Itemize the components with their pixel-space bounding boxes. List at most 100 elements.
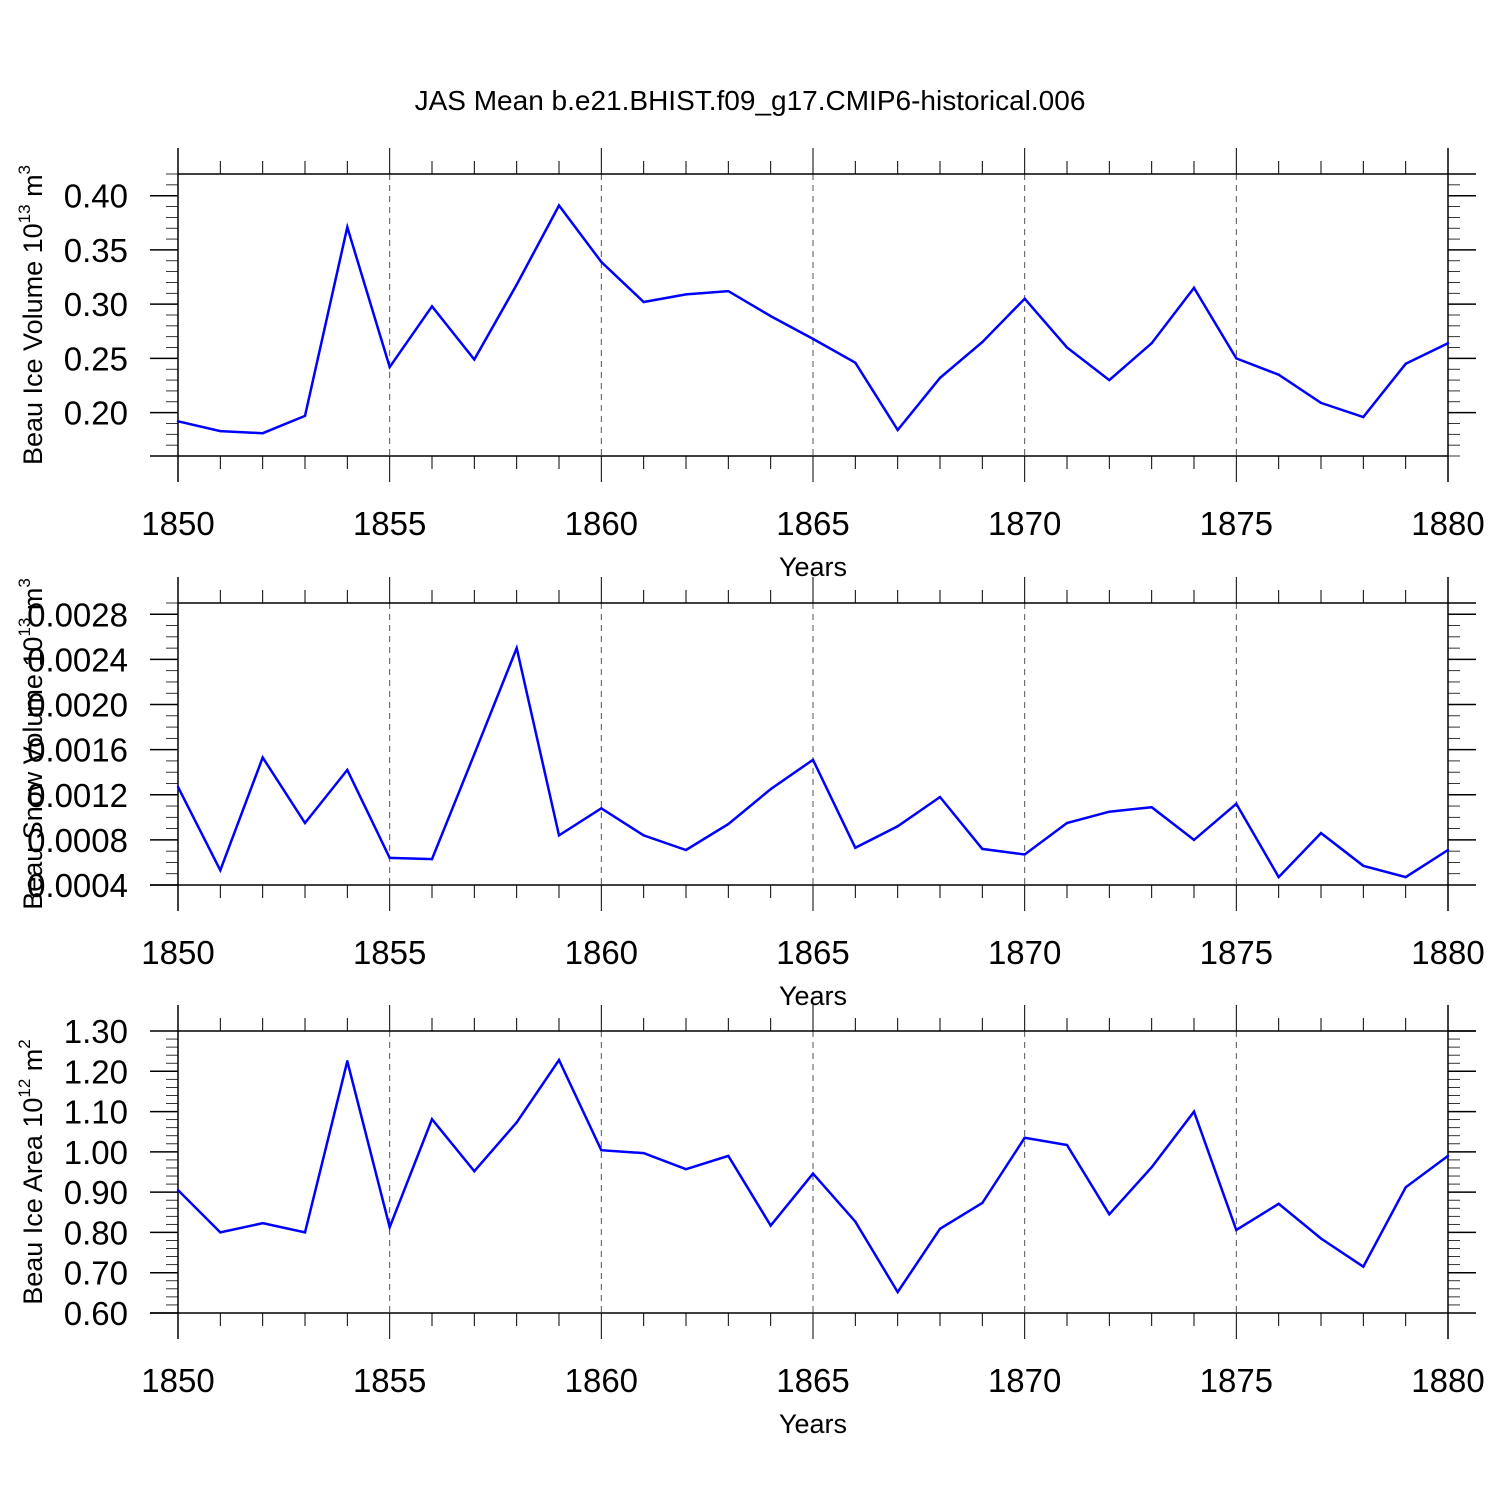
- data-point: [219, 429, 222, 433]
- data-point: [1235, 357, 1238, 360]
- data-point: [769, 787, 772, 791]
- panel-ice-volume: 0.20 0.25 0.30 0.35 0.40 1850 1855 1860 1865 1870…: [15, 148, 1485, 582]
- data-point: [1362, 864, 1365, 868]
- y-tick-label: 0.90: [64, 1174, 128, 1211]
- y-axis-label: Beau Snow Volume 1013 m3: [15, 578, 48, 910]
- y-tick-label: 1.30: [64, 1013, 128, 1050]
- data-point: [811, 758, 815, 761]
- data-point: [515, 1121, 518, 1124]
- figure-title: JAS Mean b.e21.BHIST.f09_g17.CMIP6-histo…: [415, 85, 1086, 116]
- data-point: [1108, 810, 1111, 813]
- y-tick-label: 0.0004: [27, 867, 128, 904]
- panel-ice-area: 0.600.70 0.800.901.001.10 1.201.30 1850 1855…: [15, 1005, 1485, 1439]
- data-point: [1235, 1228, 1238, 1232]
- y-tick-label: 0.30: [64, 286, 128, 323]
- data-point: [557, 1058, 561, 1062]
- data-point: [642, 300, 645, 304]
- data-point: [1192, 286, 1196, 290]
- x-tick-label: 1880: [1411, 1362, 1484, 1399]
- data-point: [600, 260, 603, 264]
- data-point: [981, 340, 984, 344]
- data-point: [430, 857, 434, 861]
- data-point: [1319, 401, 1323, 405]
- y-tick-label: 0.0028: [27, 596, 128, 633]
- data-point: [473, 358, 476, 361]
- x-tick-label: 1855: [353, 1362, 426, 1399]
- data-point: [1404, 875, 1407, 879]
- data-point: [1404, 362, 1407, 366]
- panel-snow-volume: 0.0004 0.0008 0.0012 0.0016 0.0020 0.0024 0.00…: [15, 577, 1485, 1011]
- data-point: [1277, 1202, 1280, 1206]
- data-point: [1446, 342, 1450, 345]
- y-tick-label: 0.70: [64, 1255, 128, 1292]
- data-point: [219, 1231, 222, 1234]
- data-point: [557, 834, 561, 837]
- data-point: [261, 432, 264, 435]
- data-point: [938, 1227, 942, 1231]
- x-tick-label: 1880: [1411, 934, 1484, 971]
- x-tick-label: 1850: [141, 505, 214, 542]
- data-point: [388, 1225, 391, 1229]
- x-tick-label: 1870: [988, 505, 1061, 542]
- data-point: [430, 305, 434, 308]
- x-tick-label: 1870: [988, 1362, 1061, 1399]
- data-point: [1319, 1237, 1323, 1240]
- x-tick-label: 1865: [776, 505, 849, 542]
- data-point: [938, 795, 942, 799]
- x-tick-label: 1865: [776, 1362, 849, 1399]
- x-tick-label: 1850: [141, 1362, 214, 1399]
- data-point: [854, 1220, 857, 1223]
- data-point: [430, 1118, 434, 1121]
- data-point: [1192, 1110, 1196, 1113]
- y-axis-label: Beau Ice Area 1012 m2: [15, 1039, 48, 1305]
- data-point: [1446, 1154, 1450, 1158]
- x-tick-label: 1855: [353, 934, 426, 971]
- data-point: [896, 1290, 899, 1294]
- data-point: [1150, 1165, 1153, 1169]
- data-point: [854, 361, 857, 364]
- data-point: [727, 289, 730, 293]
- data-point: [1023, 853, 1026, 856]
- y-tick-label: 1.10: [64, 1094, 128, 1131]
- x-tick-label: 1875: [1200, 1362, 1273, 1399]
- data-point: [1065, 821, 1069, 825]
- data-point: [1362, 1265, 1365, 1268]
- data-point: [981, 847, 984, 851]
- data-point: [303, 821, 307, 825]
- x-tick-label: 1865: [776, 934, 849, 971]
- data-point: [473, 752, 476, 756]
- y-tick-label: 0.0008: [27, 822, 128, 859]
- data-point: [1065, 346, 1069, 349]
- y-tick-label: 0.40: [64, 178, 128, 215]
- data-point: [1235, 802, 1238, 805]
- data-point: [346, 1060, 349, 1063]
- data-point: [1319, 831, 1323, 835]
- y-axis-label: Beau Ice Volume 1013 m3: [15, 165, 48, 465]
- x-tick-label: 1860: [565, 934, 638, 971]
- y-tick-label: 0.35: [64, 232, 128, 269]
- x-tick-label: 1860: [565, 505, 638, 542]
- data-point: [1108, 1213, 1111, 1216]
- data-point: [727, 822, 730, 826]
- data-point: [1023, 1136, 1026, 1139]
- y-tick-label: 0.0016: [27, 732, 128, 769]
- y-tick-label: 1.20: [64, 1053, 128, 1090]
- data-point: [303, 414, 307, 418]
- x-tick-label: 1860: [565, 1362, 638, 1399]
- data-point: [388, 856, 391, 860]
- data-point: [176, 785, 180, 789]
- data-point: [346, 768, 349, 772]
- data-point: [896, 428, 899, 432]
- data-point: [1362, 415, 1365, 419]
- y-tick-label: 0.25: [64, 340, 128, 377]
- x-tick-label: 1850: [141, 934, 214, 971]
- y-tick-label: 0.60: [64, 1295, 128, 1332]
- data-point: [176, 420, 180, 423]
- data-point: [1023, 297, 1026, 300]
- data-point: [769, 314, 772, 318]
- data-point: [642, 834, 645, 837]
- data-point: [600, 807, 603, 810]
- data-point: [346, 225, 349, 229]
- data-point: [303, 1231, 307, 1234]
- data-point: [854, 846, 857, 849]
